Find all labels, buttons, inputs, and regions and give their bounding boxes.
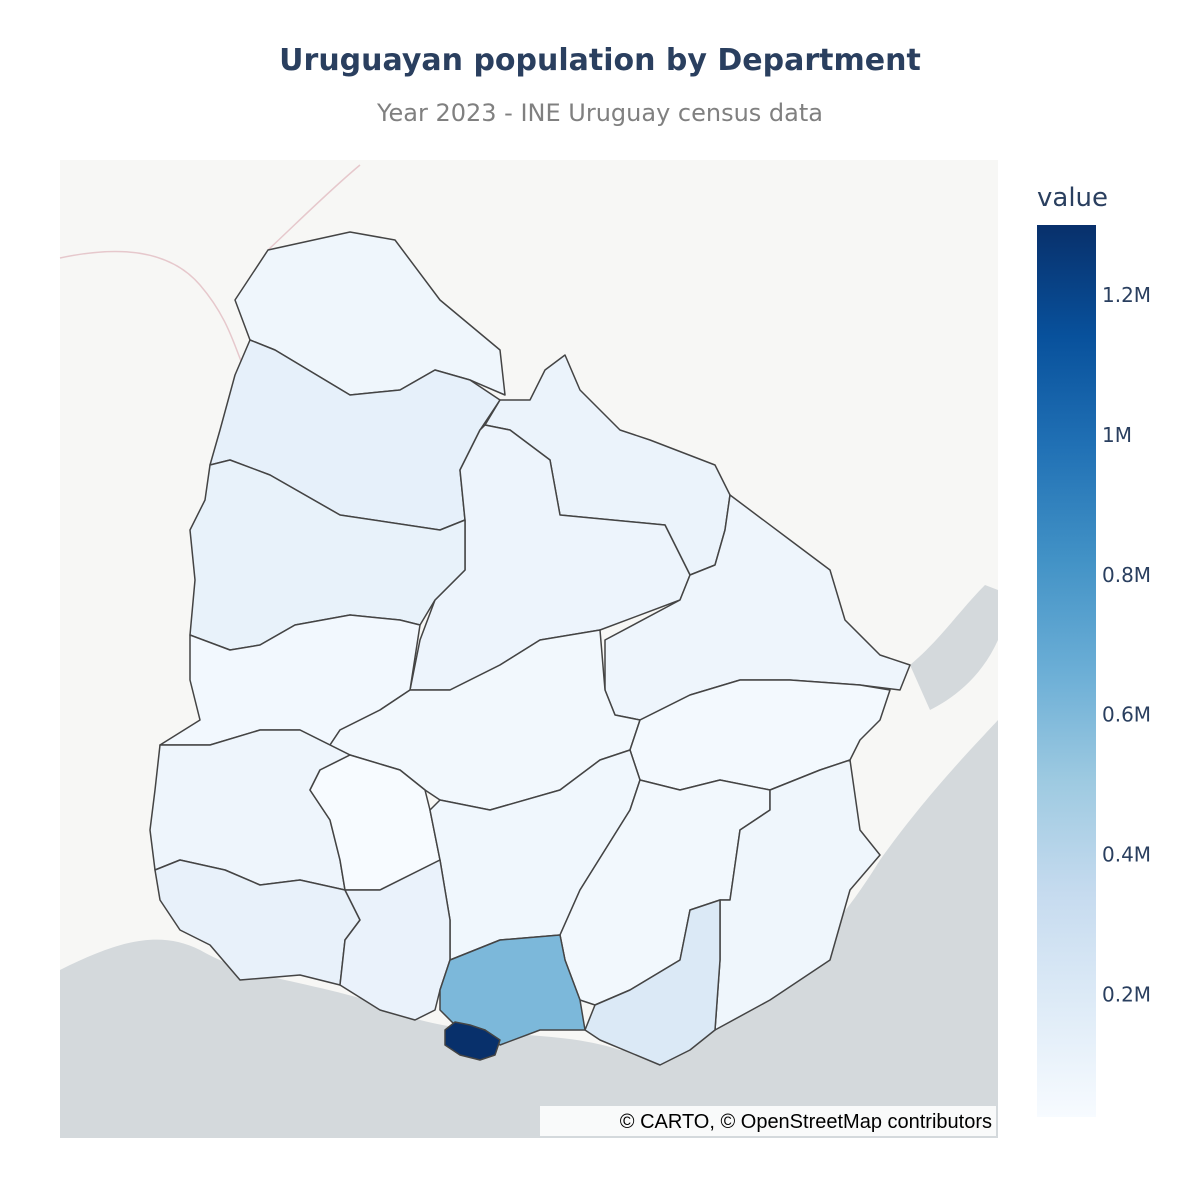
attribution-box [540, 1106, 996, 1136]
department [584, 899, 721, 1066]
attribution: © CARTO, © OpenStreetMap contributors [620, 1111, 992, 1133]
border-line [59, 164, 361, 371]
department [714, 759, 881, 1031]
chart-subtitle: Year 2023 - INE Uruguay census data [376, 99, 823, 127]
department [444, 1021, 501, 1061]
chart-title: Uruguayan population by Department [279, 43, 921, 78]
colorbar-tick-label: 1M [1102, 423, 1132, 447]
departments [149, 231, 911, 1066]
lagoon [910, 585, 998, 710]
colorbar-tick-label: 0.6M [1102, 703, 1151, 727]
department [339, 859, 451, 1021]
colorbar-title: value [1037, 183, 1108, 213]
colorbar-tick-label: 0.2M [1102, 983, 1151, 1007]
department [439, 934, 586, 1046]
colorbar-tick-label: 0.8M [1102, 563, 1151, 587]
colorbar [1037, 225, 1096, 1117]
sea [60, 720, 998, 1138]
colorbar-ticks: 0.2M 0.4M 0.6M 0.8M 1M 1.2M [1102, 283, 1151, 1007]
colorbar-tick-label: 1.2M [1102, 283, 1151, 307]
colorbar-tick-label: 0.4M [1102, 843, 1151, 867]
